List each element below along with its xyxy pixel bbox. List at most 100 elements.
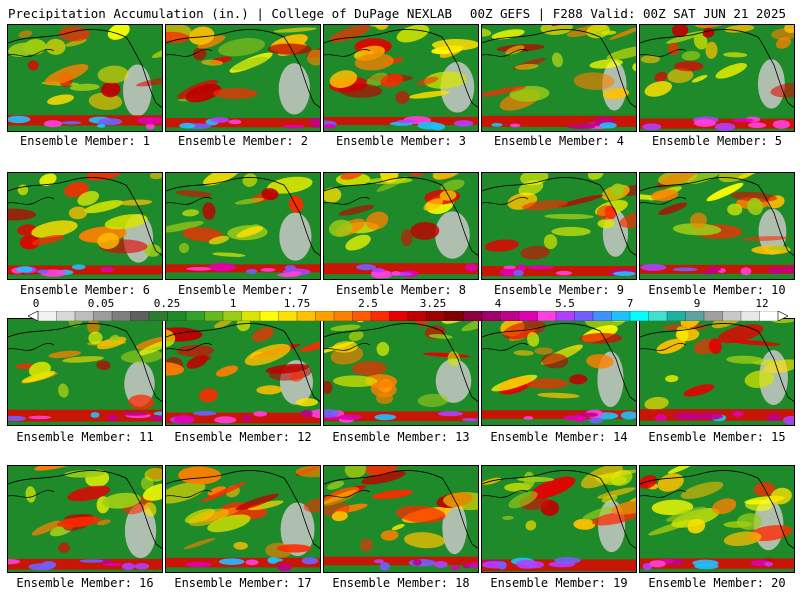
heavy-precip-area (300, 409, 313, 418)
colorbar-swatch (111, 311, 131, 321)
ensemble-member-label: Ensemble Member: 19 (490, 576, 628, 590)
precip-area (8, 208, 37, 221)
precip-area (96, 360, 111, 371)
heavy-precip-area (121, 412, 148, 416)
precip-map (324, 25, 478, 131)
heavy-precip-area (210, 117, 230, 123)
precip-area (672, 25, 689, 38)
coastline (324, 29, 478, 108)
tropical-band (8, 558, 162, 570)
heavy-precip-area (284, 265, 296, 271)
precip-area (587, 173, 604, 180)
coastline (640, 470, 794, 549)
heavy-precip-area (186, 266, 213, 271)
precip-area (178, 242, 190, 254)
precip-area (640, 55, 660, 64)
precip-area (183, 537, 216, 550)
precip-area (185, 83, 222, 103)
coastline (166, 490, 213, 498)
ensemble-member-label: Ensemble Member: 3 (335, 134, 467, 148)
heavy-precip-area (310, 409, 320, 419)
precip-area (200, 481, 247, 503)
precip-area (432, 173, 465, 180)
precip-area (582, 506, 615, 521)
precip-area (573, 72, 615, 90)
coastline (482, 343, 529, 351)
ensemble-member-label: Ensemble Member: 4 (493, 134, 625, 148)
precip-map (166, 319, 320, 425)
heavy-precip-area (173, 414, 195, 424)
precip-area (102, 492, 141, 509)
ensemble-panel-12 (165, 318, 321, 426)
colorbar-swatch (93, 311, 113, 321)
heavy-precip-area (379, 561, 390, 571)
precip-area (609, 25, 636, 40)
heavy-precip-area (462, 563, 472, 569)
heavy-precip-area (437, 411, 463, 417)
colorbar-swatch (259, 311, 279, 321)
precip-area (730, 340, 781, 346)
precip-area (527, 331, 540, 347)
colorbar-swatch (204, 311, 224, 321)
precip-area (242, 173, 258, 187)
precip-area (648, 519, 694, 536)
precip-area (573, 518, 596, 530)
tropical-band (166, 118, 320, 128)
colorbar-swatch (759, 311, 779, 321)
precip-area (248, 500, 284, 511)
precip-area (166, 327, 203, 342)
heavy-precip-area (498, 561, 507, 570)
heavy-precip-area (16, 266, 33, 273)
precip-area (654, 71, 668, 83)
precip-area (461, 319, 478, 332)
precip-area (502, 515, 514, 520)
heavy-precip-area (308, 117, 320, 125)
heavy-precip-area (768, 267, 783, 275)
colorbar-swatch (148, 311, 168, 321)
precip-area (706, 182, 744, 202)
precip-area (514, 63, 539, 70)
heavy-precip-area (640, 263, 667, 271)
precip-area (214, 319, 232, 329)
tropical-band (166, 264, 320, 273)
precip-area (235, 493, 279, 511)
precip-area (530, 476, 576, 499)
precip-area (202, 202, 216, 220)
heavy-precip-area (465, 263, 478, 272)
heavy-precip-area (90, 412, 100, 418)
heavy-precip-area (100, 266, 114, 273)
precip-area (715, 63, 747, 79)
heavy-precip-area (567, 124, 596, 130)
chart-title: Precipitation Accumulation (in.) | Colle… (8, 6, 453, 21)
coastline (166, 49, 213, 57)
coastline (324, 343, 371, 351)
heavy-precip-area (469, 561, 478, 569)
colorbar-tick-label: 1.75 (283, 297, 311, 310)
ensemble-member-label: Ensemble Member: 1 (19, 134, 151, 148)
heavy-precip-area (61, 121, 82, 125)
precip-area (482, 28, 492, 37)
heavy-precip-area (324, 124, 337, 129)
precip-area (267, 176, 313, 194)
colorbar-tick-label: 1 (229, 297, 237, 310)
precip-area (120, 349, 162, 364)
heavy-precip-area (277, 272, 300, 278)
precip-area (84, 200, 123, 214)
precip-area (299, 337, 320, 352)
precip-area (508, 491, 538, 509)
heavy-precip-area (732, 118, 754, 123)
precip-area (77, 191, 100, 206)
heavy-precip-area (311, 124, 320, 128)
precip-area (65, 38, 87, 47)
colorbar-swatch (518, 311, 538, 321)
tropical-band (324, 411, 478, 422)
ensemble-panel-20 (639, 465, 795, 573)
heavy-precip-area (707, 266, 721, 272)
precip-area (178, 466, 222, 485)
precip-area (58, 542, 70, 553)
colorbar-tick-label: 5.5 (555, 297, 575, 310)
colorbar-swatch (296, 311, 316, 321)
precip-map (166, 25, 320, 131)
precip-area (182, 227, 223, 242)
precip-area (687, 518, 706, 534)
